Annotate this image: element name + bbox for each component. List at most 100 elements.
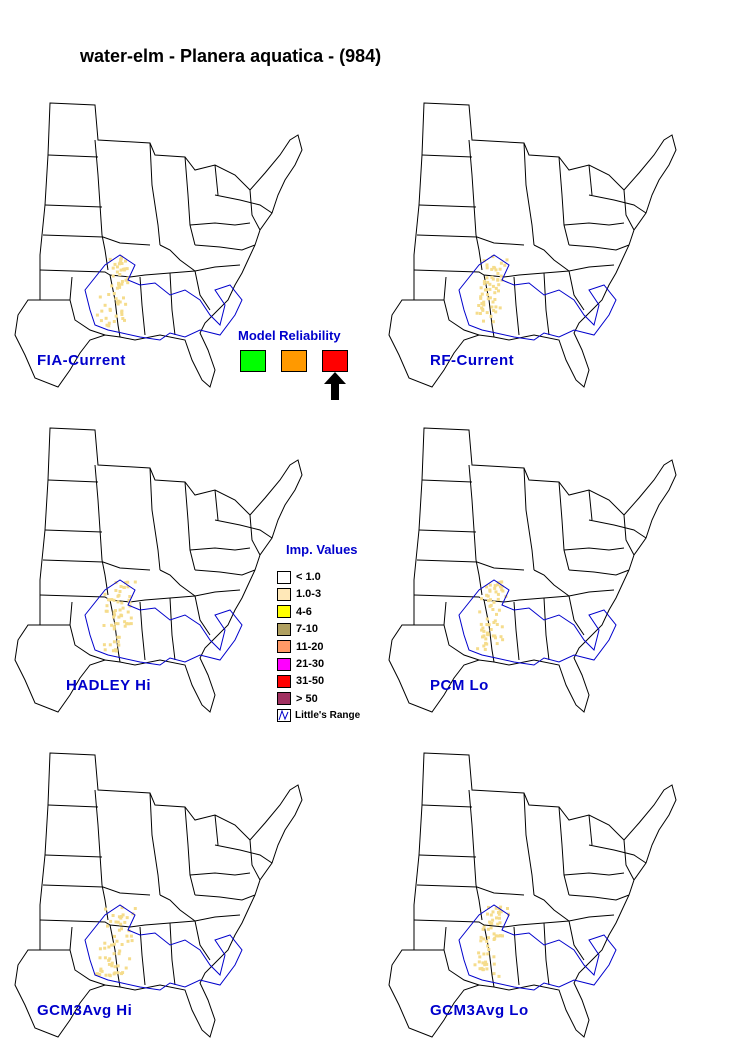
state-border [443,276,447,301]
habitat-cell [496,583,500,587]
state-border [44,204,103,208]
habitat-cell [481,626,485,630]
legend-item: 1.0-3 [277,587,321,601]
habitat-cell [117,615,121,619]
habitat-cell [496,934,500,938]
state-border [558,156,570,246]
legend-swatch [277,674,291,688]
state-border [543,597,550,661]
map-svg [388,427,677,713]
habitat-cell [99,969,103,973]
state-border [194,270,211,311]
habitat-cell [499,274,503,278]
habitat-cell [116,635,120,639]
habitat-cell [484,637,488,641]
habitat-cell [112,640,116,644]
habitat-cell [133,907,137,910]
habitat-cell [121,971,125,975]
habitat-cell [485,642,489,646]
habitat-cell [487,936,490,940]
habitat-cell [129,616,133,620]
habitat-cell [108,598,111,602]
habitat-cell [117,952,121,956]
habitat-cell [486,293,490,297]
state-border [421,154,473,158]
habitat-cell [120,915,124,918]
legend-label: 31-50 [296,675,325,688]
map-label-fia-current: FIA-Current [37,352,126,369]
habitat-cell [108,307,112,311]
habitat-cell [124,966,128,970]
habitat-cell [111,266,115,270]
habitat-cell [120,927,123,931]
habitat-cell [499,934,503,938]
state-border [588,519,647,539]
habitat-cell [107,324,111,328]
state-border [109,274,121,338]
legend-item-littles-range: Little's Range [277,708,360,722]
state-border [523,467,535,571]
habitat-cell [482,644,486,648]
habitat-cell [476,647,480,651]
legend-swatch [277,640,291,654]
habitat-cell [124,259,127,263]
habitat-cell [488,282,492,286]
habitat-cell [106,924,109,928]
habitat-cell [492,962,496,966]
habitat-cell [112,627,116,631]
legend-label: 21-30 [296,658,325,670]
state-border [214,489,219,521]
habitat-cell [126,585,130,589]
habitat-cell [490,275,494,279]
littles-range-outline [84,579,243,666]
habitat-cell [103,956,107,960]
habitat-cell [493,586,497,590]
state-border [42,884,151,896]
state-border [149,467,161,571]
legend-label: < 1.0 [296,571,321,583]
map-svg [14,102,303,388]
state-border [568,595,585,636]
habitat-cell [506,907,509,910]
legend-swatch [277,622,291,636]
state-border [483,924,495,988]
habitat-cell [500,625,504,629]
state-border [69,926,73,951]
habitat-cell [113,613,117,617]
state-border [194,920,211,961]
state-border [94,464,103,561]
habitat-cell [478,955,482,959]
habitat-cell [119,257,123,261]
habitat-cell [115,939,119,943]
habitat-cell [498,916,501,920]
legend-swatch [277,570,291,584]
habitat-cell [489,598,492,602]
state-border [129,914,241,928]
littles-range-outline [84,904,243,991]
habitat-cell [485,631,489,635]
legend-title: Imp. Values [286,542,358,557]
habitat-cell [107,321,111,325]
state-border [189,547,251,551]
state-border [568,894,630,901]
state-border [194,569,256,576]
state-border [513,601,520,661]
habitat-cell [108,257,112,261]
habitat-cell [496,592,500,596]
habitat-cell [107,962,111,966]
habitat-cell [495,916,498,920]
legend-item: 31-50 [277,674,324,688]
habitat-cell [482,280,486,283]
habitat-cell [486,594,490,598]
habitat-cell [482,300,486,304]
habitat-cell [481,968,485,972]
habitat-cell [497,289,500,293]
habitat-cell [480,628,484,632]
habitat-cell [485,967,489,971]
state-border [563,547,625,551]
habitat-cell [494,636,497,640]
state-border [563,222,625,226]
habitat-cell [500,580,504,584]
habitat-cell [118,273,122,276]
habitat-cell [123,620,127,624]
